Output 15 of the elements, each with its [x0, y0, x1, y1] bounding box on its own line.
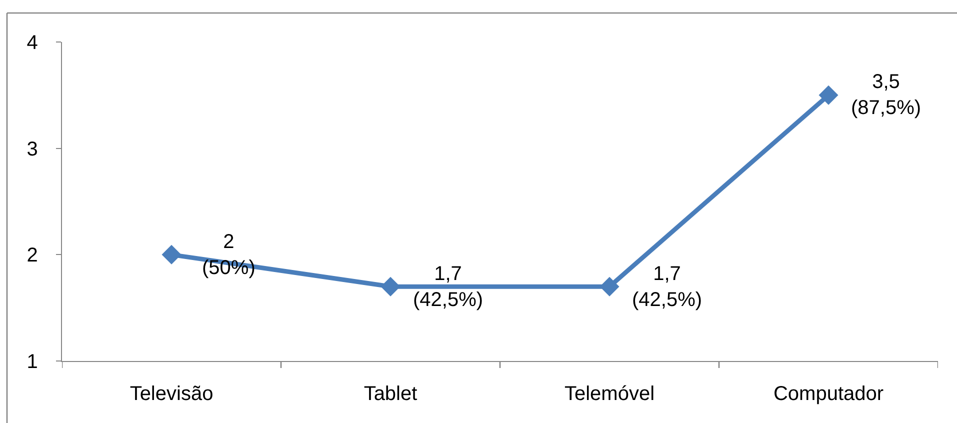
x-tick-label: Televisão — [130, 383, 214, 406]
x-tick-label: Computador — [773, 383, 884, 406]
point — [162, 244, 182, 264]
point — [818, 85, 838, 105]
y-tick-label: 2 — [26, 244, 38, 267]
data-label: 1,7 (42,5%) — [632, 263, 702, 311]
x-tick-label: Tablet — [364, 383, 418, 406]
data-label: 3,5 (87,5%) — [851, 71, 922, 119]
y-tick-label: 3 — [26, 138, 38, 160]
y-tick-label: 4 — [26, 32, 38, 54]
y-tick-label: 1 — [26, 351, 38, 373]
x-tick-label: Telemóvel — [564, 383, 655, 406]
data-label: 1,7 (42,5%) — [413, 263, 484, 311]
point — [600, 276, 620, 296]
point — [380, 276, 400, 296]
